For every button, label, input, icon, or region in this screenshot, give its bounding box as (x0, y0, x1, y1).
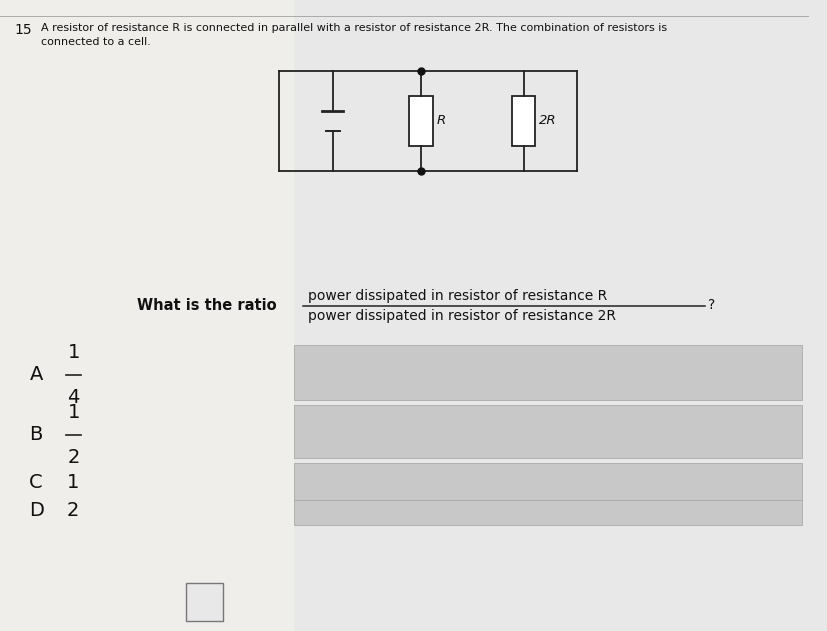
Bar (186, 583, 223, 621)
FancyBboxPatch shape (0, 0, 810, 631)
Text: 2R: 2R (539, 114, 557, 127)
Text: C: C (29, 473, 43, 493)
Text: 2: 2 (68, 448, 80, 467)
Text: ?: ? (709, 298, 715, 312)
Text: 4: 4 (68, 388, 80, 407)
Text: connected to a cell.: connected to a cell. (41, 37, 151, 47)
Text: 1: 1 (66, 473, 79, 493)
Text: A resistor of resistance R is connected in parallel with a resistor of resistanc: A resistor of resistance R is connected … (41, 23, 667, 33)
Text: power dissipated in resistor of resistance 2R: power dissipated in resistor of resistan… (308, 309, 616, 323)
Text: A: A (29, 365, 43, 384)
Text: power dissipated in resistor of resistance R: power dissipated in resistor of resistan… (308, 289, 608, 303)
Text: 15: 15 (15, 23, 32, 37)
Text: R: R (437, 114, 446, 127)
Text: D: D (29, 502, 44, 521)
Text: What is the ratio: What is the ratio (137, 298, 276, 314)
Bar (294, 463, 802, 500)
FancyBboxPatch shape (294, 0, 810, 631)
Text: 2: 2 (66, 502, 79, 521)
Text: 1: 1 (68, 343, 80, 362)
Text: B: B (29, 425, 43, 444)
Bar (294, 345, 802, 400)
Bar (512, 96, 535, 146)
Text: 1: 1 (68, 403, 80, 422)
Bar (294, 500, 802, 525)
Bar (294, 405, 802, 458)
Bar (409, 96, 433, 146)
